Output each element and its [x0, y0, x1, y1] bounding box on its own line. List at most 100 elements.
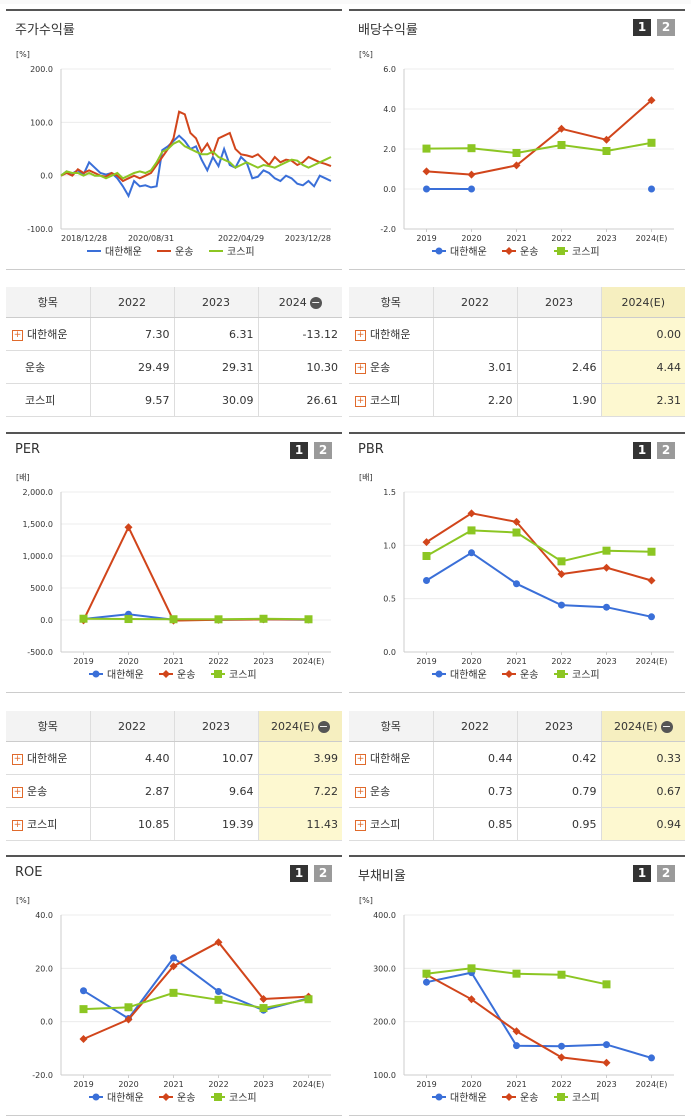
data-point [79, 1005, 88, 1014]
expand-plus-icon[interactable]: + [355, 786, 366, 798]
chart-title: 배당수익률 [358, 23, 418, 38]
page-1-button[interactable]: 1 [290, 865, 308, 882]
table-cell: -13.12 [258, 317, 342, 351]
table-cell: 10.30 [258, 350, 342, 384]
row-name: + 운송 [349, 774, 434, 808]
y-tick-label: -100.0 [27, 225, 53, 234]
row-name: 코스피 [6, 383, 91, 417]
header-label: 항목 [37, 720, 58, 733]
x-tick-label: 2019 [416, 1080, 436, 1089]
data-point [557, 1053, 566, 1062]
data-point [304, 995, 313, 1004]
table-dividend-yield: 항목 2022 2023 2024(E) + 대한해운 0.00 + 운송 3.01 2.46 4.4… [349, 287, 685, 417]
data-point [512, 969, 521, 978]
data-point [259, 614, 268, 623]
chart-title: ROE [15, 865, 43, 880]
legend-label: 운송 [520, 1092, 538, 1104]
chart-per: [배] 2,000.0 1,500.0 1,000.0 500.0 0.0 -500.0 20… [16, 473, 331, 681]
x-tick-label: 2022 [551, 657, 571, 666]
page-2-button[interactable]: 2 [314, 442, 332, 459]
y-tick-label: 500.0 [30, 584, 53, 593]
legend-label: 대한해운 [105, 245, 142, 258]
x-tick-label: 2020 [118, 1080, 138, 1089]
data-point [169, 988, 178, 997]
collapse-icon[interactable]: − [309, 295, 322, 309]
legend-label: 코스피 [229, 1092, 257, 1104]
expand-plus-icon[interactable]: + [12, 786, 23, 798]
table-header: 항목 [349, 711, 434, 742]
chart-dividend-yield: [%] 6.0 4.0 2.0 0.0 -2.0 2019 2020 2021 2022 2023 2… [359, 50, 674, 258]
x-tick-label: 2020/08/31 [128, 234, 174, 243]
row-label: 운송 [370, 361, 391, 374]
page-2-button[interactable]: 2 [657, 865, 675, 882]
data-point [512, 1027, 521, 1036]
x-tick-label: 2022 [551, 234, 571, 243]
table-cell: 4.44 [601, 350, 685, 384]
table-cell: 29.49 [90, 350, 175, 384]
legend-label: 운송 [520, 246, 538, 258]
header-label: 2024(E) [621, 295, 666, 309]
row-label: 대한해운 [27, 752, 68, 765]
page-1-button[interactable]: 1 [633, 19, 651, 36]
y-unit-label: [%] [16, 896, 30, 905]
expand-plus-icon[interactable]: + [355, 395, 366, 407]
data-point [602, 147, 611, 155]
x-tick-label: 2022 [208, 1080, 228, 1089]
expand-plus-icon[interactable]: + [12, 753, 23, 765]
page-1-button[interactable]: 1 [633, 442, 651, 459]
data-point [557, 557, 566, 566]
table-header: 2022 [433, 287, 518, 318]
table-row: + 운송 3.01 2.46 4.44 [349, 350, 685, 384]
page-2-button[interactable]: 2 [314, 865, 332, 882]
table-cell: 0.44 [433, 741, 518, 775]
x-tick-label: 2023 [596, 234, 616, 243]
table-header: 2023 [517, 287, 602, 318]
table-header: 2023 [174, 287, 259, 318]
collapse-icon[interactable]: − [317, 719, 330, 733]
y-tick-label: 200.0 [373, 1018, 396, 1027]
legend-label: 운송 [177, 669, 195, 681]
table-stock-return: 항목 2022 2023 2024− + 대한해운 7.30 6.31 -13.12 운송 29.4… [6, 287, 342, 417]
x-tick-label: 2023 [596, 1080, 616, 1089]
expand-plus-icon[interactable]: + [355, 329, 366, 341]
row-label: 코스피 [370, 818, 401, 831]
expand-plus-icon[interactable]: + [355, 362, 366, 374]
data-point [214, 938, 223, 947]
collapse-icon[interactable]: − [660, 719, 673, 733]
table-cell: 4.40 [90, 741, 175, 775]
page-1-button[interactable]: 1 [633, 865, 651, 882]
data-point [602, 980, 611, 989]
data-point [467, 964, 476, 973]
table-pbr: 항목 2022 2023 2024(E) − + 대한해운 0.44 0.42 0.33 + 운송 0.… [349, 711, 685, 841]
row-label: 운송 [27, 785, 48, 798]
table-cell: 0.85 [433, 807, 518, 841]
header-label: 2023 [545, 719, 573, 733]
data-point [124, 523, 133, 532]
row-name: + 코스피 [349, 383, 434, 417]
table-cell: 2.31 [601, 383, 685, 417]
table-cell: 0.42 [517, 741, 602, 775]
expand-plus-icon[interactable]: + [12, 819, 23, 831]
table-per: 항목 2022 2023 2024(E) − + 대한해운 4.40 10.07 3.99 + 운송 2… [6, 711, 342, 841]
expand-plus-icon[interactable]: + [355, 819, 366, 831]
table-cell: 0.79 [517, 774, 602, 808]
table-header: 2024− [258, 287, 342, 318]
page-2-button[interactable]: 2 [657, 442, 675, 459]
series-line-1 [82, 956, 309, 1020]
y-tick-label: -2.0 [380, 225, 396, 234]
legend-label: 대한해운 [450, 668, 487, 681]
x-tick-label: 2021 [506, 234, 526, 243]
data-point [648, 185, 655, 193]
table-cell: 7.22 [258, 774, 342, 808]
table-row: + 운송 2.87 9.64 7.22 [6, 774, 342, 808]
page-2-button[interactable]: 2 [657, 19, 675, 36]
table-cell [433, 317, 518, 351]
data-point [422, 538, 431, 547]
expand-plus-icon[interactable]: + [355, 753, 366, 765]
table-cell: 6.31 [174, 317, 259, 351]
x-tick-label: 2022 [551, 1080, 571, 1089]
data-point [512, 517, 521, 526]
x-tick-label: 2020 [461, 1080, 481, 1089]
page-1-button[interactable]: 1 [290, 442, 308, 459]
expand-plus-icon[interactable]: + [12, 329, 23, 341]
